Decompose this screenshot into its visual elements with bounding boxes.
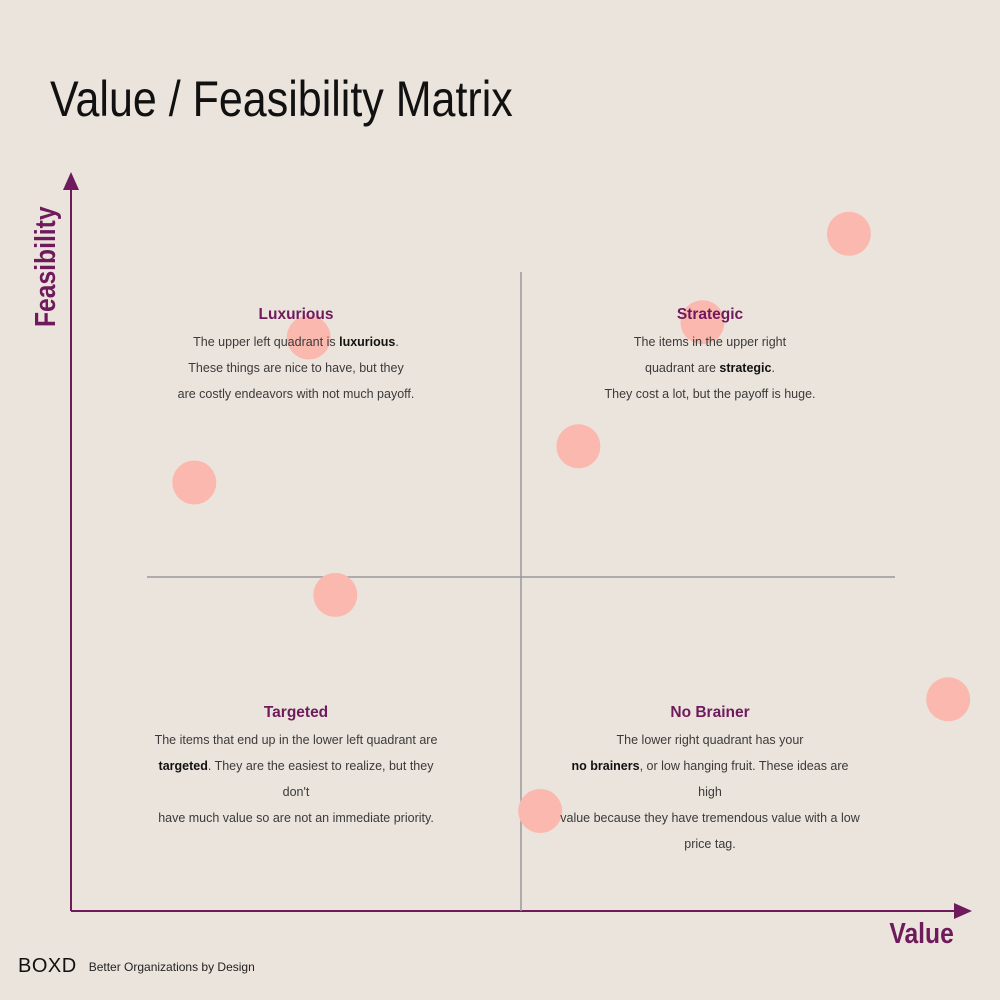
page-title: Value / Feasibility Matrix xyxy=(50,71,513,127)
data-point xyxy=(518,789,563,833)
footer-tagline: Better Organizations by Design xyxy=(88,959,255,974)
quadrant-text-line: These things are nice to have, but they xyxy=(188,361,404,375)
quadrant-text-line: are costly endeavors with not much payof… xyxy=(177,387,415,401)
x-axis-arrowhead xyxy=(954,903,972,919)
data-point xyxy=(926,677,971,722)
x-axis-label: Value xyxy=(889,918,954,950)
quadrant-text-line: The items that end up in the lower left … xyxy=(154,733,438,747)
quadrant-no-brainer: No Brainer The lower right quadrant has … xyxy=(560,703,860,857)
data-point xyxy=(286,315,331,360)
quadrant-text-line: have much value so are not an immediate … xyxy=(158,811,434,825)
quadrant-text-line: no brainers, or low hanging fruit. These… xyxy=(571,759,849,799)
footer: BOXD Better Organizations by Design xyxy=(18,955,255,978)
quadrant-text-line: value because they have tremendous value… xyxy=(560,811,860,825)
y-axis-label: Feasibility xyxy=(30,206,62,327)
quadrant-text-line: quadrant are strategic. xyxy=(645,361,775,375)
quadrant-strategic: Strategic The items in the upper right q… xyxy=(560,305,860,407)
quadrant-heading: Luxurious xyxy=(258,306,334,323)
data-point xyxy=(172,460,217,505)
quadrant-text-line: price tag. xyxy=(684,837,736,851)
data-points xyxy=(172,211,971,833)
quadrant-targeted: Targeted The items that end up in the lo… xyxy=(146,703,446,831)
quadrant-text-line: The upper left quadrant is luxurious. xyxy=(193,335,399,349)
y-axis-arrowhead xyxy=(63,172,79,190)
quadrant-luxurious: Luxurious The upper left quadrant is lux… xyxy=(146,305,446,407)
quadrant-text-line: The items in the upper right xyxy=(633,335,787,349)
data-point xyxy=(680,300,725,345)
quadrant-text-line: They cost a lot, but the payoff is huge. xyxy=(604,387,816,401)
quadrant-heading: Strategic xyxy=(676,306,744,323)
data-point xyxy=(826,211,871,256)
data-point xyxy=(313,572,358,617)
boxd-logo: BOXD xyxy=(18,955,77,977)
quadrant-text-line: The lower right quadrant has your xyxy=(616,733,804,747)
quadrant-heading: No Brainer xyxy=(670,704,750,721)
quadrant-text-line: targeted. They are the easiest to realiz… xyxy=(158,759,434,799)
data-point xyxy=(556,424,601,469)
quadrant-heading: Targeted xyxy=(263,704,329,721)
